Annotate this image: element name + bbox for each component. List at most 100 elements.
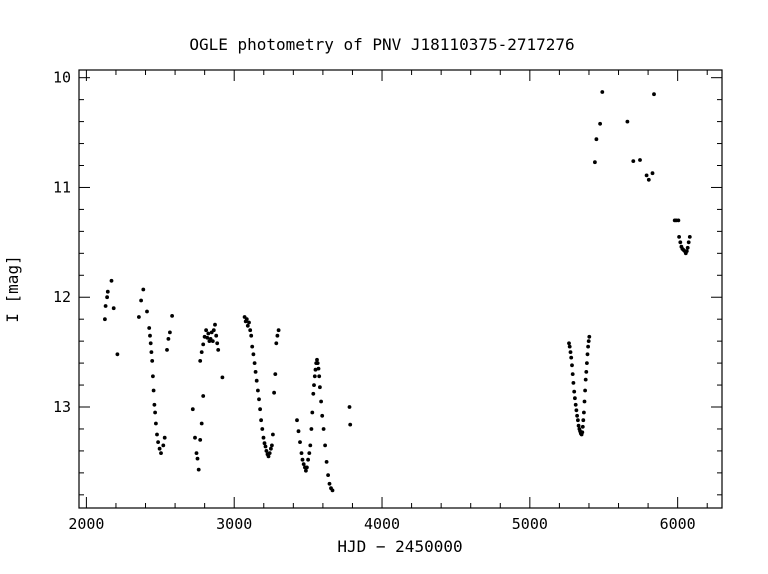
data-point <box>168 330 172 335</box>
data-point <box>214 333 219 338</box>
data-point <box>315 357 319 362</box>
data-point <box>105 295 109 300</box>
data-point <box>307 451 312 455</box>
data-point <box>109 278 114 283</box>
data-point <box>159 451 163 455</box>
data-point <box>263 444 268 449</box>
data-point <box>571 381 576 385</box>
data-point <box>157 446 162 451</box>
data-point <box>650 171 655 176</box>
data-point <box>316 366 321 371</box>
data-point <box>570 363 574 368</box>
data-point <box>676 218 681 223</box>
data-point <box>586 344 590 349</box>
data-point <box>299 451 304 455</box>
data-point <box>319 399 323 404</box>
data-point <box>317 374 322 379</box>
data-point <box>305 465 309 470</box>
x-axis-label: HJD − 2450000 <box>337 537 462 556</box>
data-point <box>198 359 203 363</box>
data-point <box>570 372 575 376</box>
data-point <box>580 430 585 435</box>
data-point <box>600 90 605 94</box>
data-point <box>153 410 158 415</box>
data-point <box>256 388 260 393</box>
data-point <box>573 396 577 401</box>
data-point <box>684 249 689 254</box>
data-point <box>583 377 588 382</box>
data-point <box>311 391 316 396</box>
data-point <box>194 451 199 455</box>
data-point <box>150 359 155 363</box>
data-point <box>295 418 299 423</box>
y-tick-label: 12 <box>53 288 71 306</box>
data-point <box>148 341 153 346</box>
data-point <box>216 348 221 352</box>
data-point <box>315 361 320 365</box>
data-point <box>301 462 306 466</box>
y-tick-label: 11 <box>53 178 71 196</box>
data-point <box>582 399 587 404</box>
data-point <box>250 344 255 349</box>
data-point <box>274 341 279 346</box>
data-point <box>677 235 681 239</box>
data-point <box>103 317 107 322</box>
data-point <box>252 361 257 365</box>
data-point <box>245 323 250 328</box>
data-point <box>253 370 258 374</box>
data-point <box>686 240 691 245</box>
data-point <box>272 390 276 395</box>
data-point <box>581 418 586 423</box>
x-tick-label: 5000 <box>512 515 548 533</box>
data-point <box>583 388 587 393</box>
data-point <box>161 443 166 448</box>
data-point <box>594 137 599 142</box>
data-point <box>575 413 579 418</box>
y-tick-label: 10 <box>53 69 71 87</box>
data-point <box>574 408 579 413</box>
data-point <box>312 374 317 379</box>
data-point <box>210 339 215 343</box>
data-points <box>103 90 692 493</box>
x-tick-label: 6000 <box>660 515 696 533</box>
data-point <box>111 306 116 311</box>
data-point <box>652 92 656 97</box>
data-point <box>165 348 169 352</box>
data-point <box>149 350 154 354</box>
data-point <box>320 413 325 418</box>
data-point <box>257 397 261 402</box>
data-point <box>631 159 636 164</box>
data-point <box>685 245 690 250</box>
data-point <box>261 435 266 440</box>
data-point <box>678 240 683 245</box>
data-point <box>204 328 209 333</box>
x-tick-label: 3000 <box>216 515 252 533</box>
data-point <box>573 402 578 407</box>
data-point <box>324 460 329 464</box>
data-point <box>156 440 161 444</box>
data-point <box>312 383 316 387</box>
data-point <box>593 160 597 165</box>
data-point <box>103 304 108 308</box>
data-point <box>321 427 326 431</box>
data-point <box>300 457 305 462</box>
data-point <box>330 488 335 493</box>
data-point <box>318 385 322 390</box>
data-point <box>105 289 110 294</box>
data-point <box>198 438 203 442</box>
data-point <box>569 355 574 360</box>
data-point <box>264 449 269 453</box>
data-point <box>220 375 225 380</box>
data-point <box>259 418 263 423</box>
data-point <box>155 432 159 437</box>
data-point <box>304 468 308 473</box>
data-point <box>687 235 692 239</box>
data-point <box>585 361 589 365</box>
data-point <box>211 328 216 333</box>
data-point <box>625 119 630 124</box>
data-point <box>266 454 271 459</box>
data-point <box>151 388 156 393</box>
data-point <box>244 317 249 322</box>
data-point <box>308 443 313 448</box>
